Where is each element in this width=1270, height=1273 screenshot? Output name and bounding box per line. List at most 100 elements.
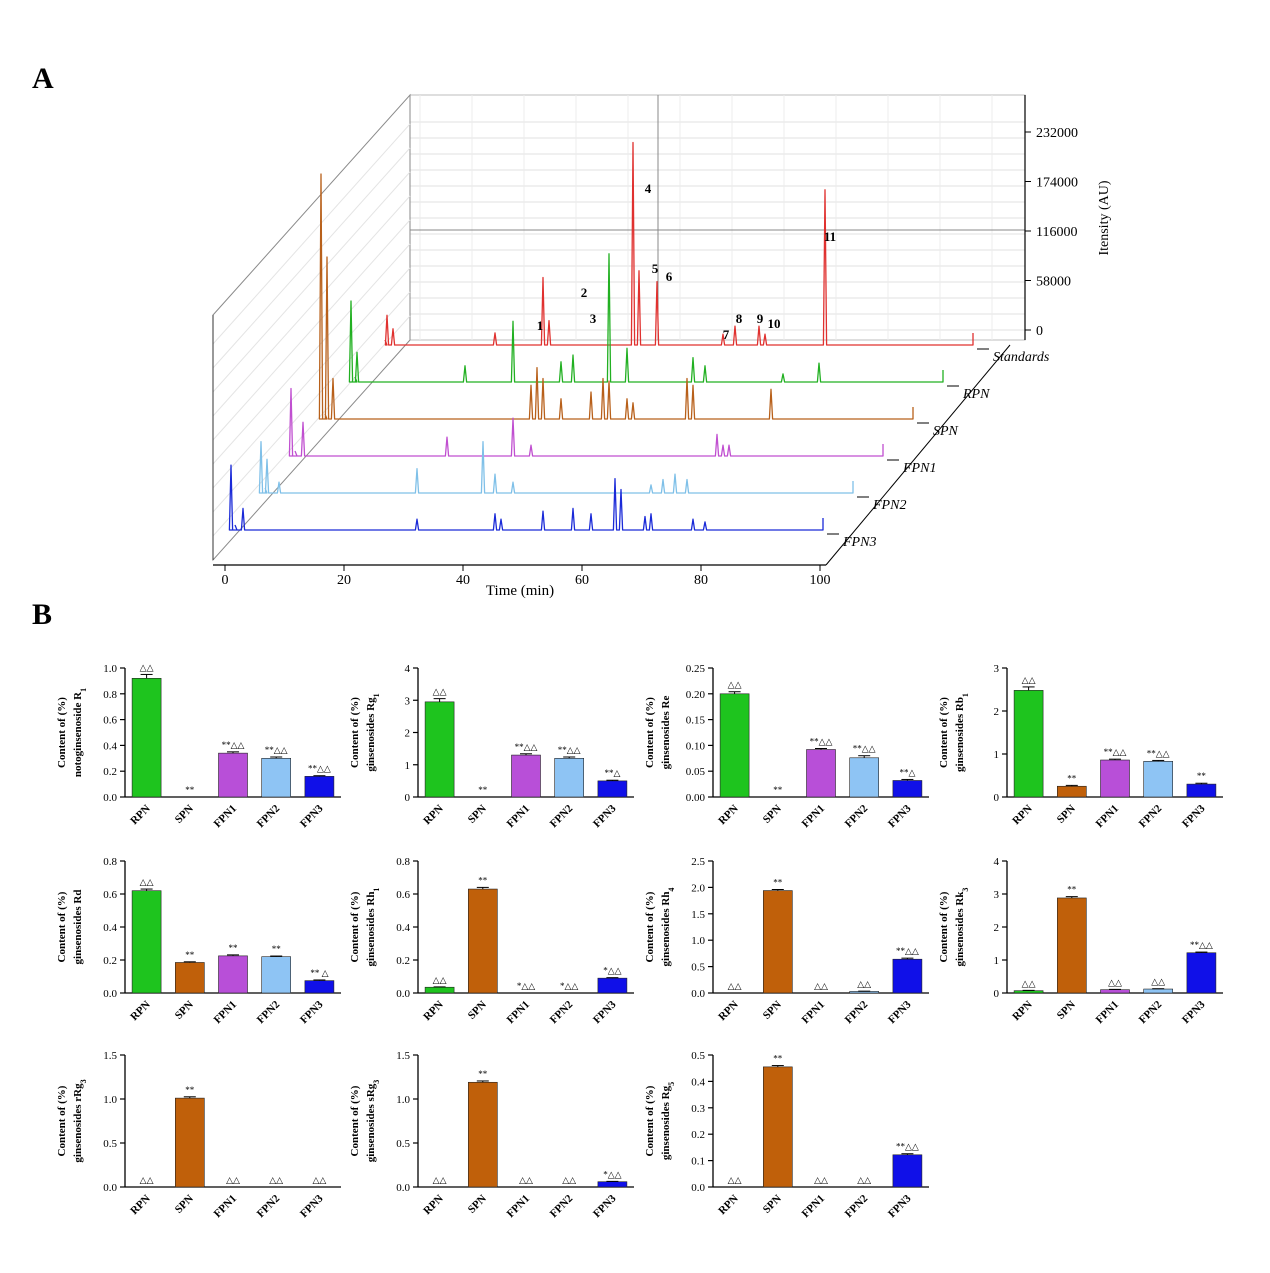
- chromatogram-trace: [318, 173, 914, 420]
- peak-number-label: 2: [581, 285, 588, 300]
- significance-label: ** △: [310, 968, 328, 978]
- bar-fpn2: [849, 991, 880, 994]
- significance-label: **△: [604, 768, 620, 778]
- significance-label: *△△: [603, 966, 621, 976]
- x-tick-label: RPN: [128, 803, 153, 828]
- significance-label: **: [478, 1069, 488, 1079]
- peak-number-label: 10: [768, 316, 781, 331]
- significance-label: **: [478, 875, 488, 885]
- bar-chart-5: 0.0 0.2 0.4 0.6 0.8 Content of (%) ginsenoside…: [56, 856, 341, 1026]
- x-tick-label: FPN2: [843, 1192, 871, 1220]
- x-tick-label: FPN1: [505, 803, 532, 830]
- y-tick-label: 0.5: [103, 1138, 117, 1150]
- bar-chart-1: 0.0 0.2 0.4 0.6 0.8 1.0 Content of (%) notogins…: [56, 662, 341, 830]
- x-tick-label: FPN1: [1094, 803, 1121, 830]
- left-wall-gridline: [212, 291, 411, 513]
- chromatogram-trace: [258, 441, 854, 494]
- x-tick-label: SPN: [761, 1193, 784, 1216]
- significance-label: **△△: [515, 742, 538, 752]
- x-tick-label: FPN3: [886, 998, 914, 1026]
- y-tick-label: 1.0: [691, 935, 705, 947]
- significance-label: △△: [1151, 977, 1165, 987]
- bar-chart-8: 0 1 2 3 4 Content of (%) ginsenosides Rk3 △△ RPN…: [938, 856, 1223, 1026]
- peak-number-label: 9: [757, 311, 764, 326]
- x-tick-label: FPN2: [548, 802, 576, 830]
- significance-label: **△△: [1104, 747, 1127, 757]
- x-tick-label: RPN: [716, 1193, 741, 1218]
- x-tick-label: RPN: [1010, 803, 1035, 828]
- bar-fpn3: [304, 776, 335, 798]
- x-tick-label: FPN2: [548, 998, 576, 1026]
- significance-label: *△△: [560, 981, 578, 991]
- left-wall-gridline: [212, 315, 411, 537]
- significance-label: **: [185, 785, 195, 795]
- significance-label: △△: [728, 680, 742, 690]
- x-tick-label: FPN3: [298, 998, 326, 1026]
- significance-label: △△: [433, 1175, 447, 1185]
- y-tick-label: 4: [994, 856, 1000, 868]
- left-wall-gridline: [212, 123, 411, 345]
- significance-label: △△: [857, 979, 871, 989]
- y-tick-label: 3: [994, 663, 1000, 675]
- series-label: FPN1: [902, 461, 936, 476]
- x-tick-label: FPN2: [843, 802, 871, 830]
- y-tick-label: 0.2: [691, 1129, 705, 1141]
- left-wall-gridline: [212, 195, 411, 417]
- significance-label: *△△: [517, 981, 535, 991]
- bar-fpn3: [597, 977, 628, 994]
- chromatogram-trace: [228, 464, 824, 531]
- bar-spn: [762, 1066, 793, 1188]
- bar-charts-panel: 0.0 0.2 0.4 0.6 0.8 1.0 Content of (%) notogins…: [56, 662, 1223, 1220]
- x-tick-label: RPN: [716, 999, 741, 1024]
- bar-spn: [467, 1081, 498, 1188]
- significance-label: **△△: [1190, 940, 1213, 950]
- y-tick-label: 0.6: [396, 889, 410, 901]
- bar-chart-3: 0.00 0.05 0.10 0.15 0.20 0.25 Content of (%) gi…: [644, 663, 929, 830]
- x-tick-label: FPN2: [1137, 998, 1165, 1026]
- back-wall: [409, 94, 1026, 341]
- bar-fpn2: [554, 757, 585, 798]
- significance-label: △△: [728, 981, 742, 991]
- significance-label: △△: [1022, 675, 1036, 685]
- significance-label: △△: [140, 877, 154, 887]
- y-tick-label: 0.0: [691, 1182, 705, 1194]
- bar-rpn: [424, 986, 455, 994]
- y-axis-title-subscript: 3: [961, 888, 970, 892]
- y-tick-label: 0.15: [686, 715, 706, 727]
- bar-fpn1: [1100, 989, 1130, 994]
- significance-label: △△: [814, 981, 828, 991]
- x-tick-label: SPN: [466, 803, 489, 826]
- time-tick-label: 0: [222, 573, 229, 588]
- bar-spn: [467, 888, 498, 994]
- y-tick-label: 1.0: [103, 663, 117, 675]
- y-tick-label: 0.00: [686, 792, 706, 804]
- intensity-tick-label: 232000: [1036, 126, 1078, 141]
- peak-number-label: 6: [666, 269, 673, 284]
- y-tick-label: 0.25: [686, 663, 706, 675]
- significance-label: △△: [140, 1175, 154, 1185]
- significance-label: △△: [562, 1175, 576, 1185]
- series-label: FPN2: [872, 498, 906, 513]
- y-tick-label: 0.0: [396, 988, 410, 1000]
- significance-label: △△: [269, 1175, 283, 1185]
- significance-label: **△△: [265, 745, 288, 755]
- y-axis-title-line1: Content of (%): [349, 1085, 361, 1156]
- time-tick-label: 100: [810, 573, 831, 588]
- y-axis-title-line1: Content of (%): [56, 697, 68, 768]
- y-tick-label: 2.0: [691, 882, 705, 894]
- left-wall-gridline: [212, 147, 411, 369]
- significance-label: **: [773, 878, 783, 888]
- x-tick-label: FPN3: [1180, 998, 1208, 1026]
- left-wall-gridline: [212, 171, 411, 393]
- y-axis-title-line2: ginsenosides Rg5: [660, 1082, 676, 1160]
- y-tick-label: 0.3: [691, 1103, 705, 1115]
- significance-label: **: [185, 1085, 195, 1095]
- x-tick-label: FPN2: [1137, 802, 1165, 830]
- x-tick-label: FPN1: [800, 999, 827, 1026]
- significance-label: △△: [857, 1175, 871, 1185]
- chromatogram-trace: [348, 253, 944, 383]
- time-tick-label: 60: [575, 573, 589, 588]
- significance-label: *△△: [603, 1169, 621, 1179]
- x-tick-label: FPN1: [1094, 999, 1121, 1026]
- y-tick-label: 2: [994, 706, 1000, 718]
